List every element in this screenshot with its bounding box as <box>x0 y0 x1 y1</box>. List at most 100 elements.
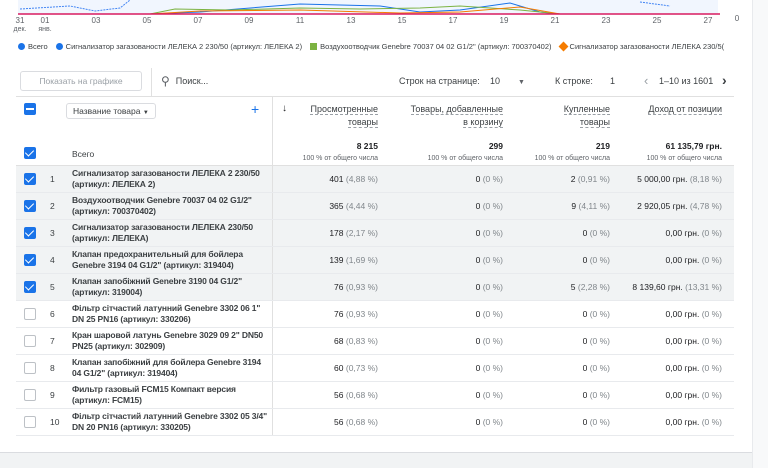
dimension-select[interactable]: Название товара ▼ <box>66 103 156 119</box>
metric-cell: 5 (2,28 %) <box>570 282 610 292</box>
metric-cell: 0,00 грн. (0 %) <box>665 390 722 400</box>
metric-cell: 0 (0 %) <box>475 228 503 238</box>
x-axis-tick-label: 03 <box>91 16 101 25</box>
total-revenue: 61 135,79 грн. 100 % от общего числа <box>646 141 722 162</box>
row-checkbox[interactable] <box>24 362 36 374</box>
x-axis-tick-label: 09 <box>244 16 254 25</box>
sort-desc-icon[interactable]: ↓ <box>282 103 287 114</box>
row-number: 7 <box>50 336 55 346</box>
report-card: 0 31 01 03 05 07 09 11 13 15 17 19 21 23 25 27 дек. ян… <box>0 0 752 453</box>
product-name: Фильтр газовый FCM15 Компакт версия (арт… <box>72 384 236 405</box>
row-checkbox[interactable] <box>24 416 36 428</box>
metric-cell: 0 (0 %) <box>475 363 503 373</box>
column-header-purchased[interactable]: Купленные товары <box>563 104 610 128</box>
circle-icon <box>55 43 63 50</box>
row-number: 8 <box>50 363 55 373</box>
metric-cell: 0 (0 %) <box>475 282 503 292</box>
series-total <box>19 0 131 12</box>
product-name: Фільтр сітчастий латунний Genebre 3302 0… <box>72 411 268 432</box>
dropdown-icon: ▼ <box>518 79 525 86</box>
column-header-cart[interactable]: Товары, добавленные в корзину <box>410 104 503 128</box>
row-checkbox[interactable] <box>24 389 36 401</box>
row-checkbox[interactable] <box>24 254 36 266</box>
total-checkbox[interactable] <box>24 147 36 159</box>
total-purchased: 219 100 % от общего числа <box>534 141 610 162</box>
product-name: Фільтр сітчастий латунний Genebre 3302 0… <box>72 303 261 324</box>
metric-cell: 0 (0 %) <box>475 309 503 319</box>
metric-cell: 0 (0 %) <box>582 336 610 346</box>
metric-cell: 2 920,05 грн. (4,78 %) <box>637 201 722 211</box>
metric-cell: 178 (2,17 %) <box>329 228 378 238</box>
row-checkbox[interactable] <box>24 200 36 212</box>
y-axis-label: 0 <box>734 14 740 23</box>
select-all-checkbox[interactable] <box>24 103 36 115</box>
chart-plot <box>18 0 720 15</box>
row-number: 3 <box>50 228 55 238</box>
legend-item[interactable]: Воздухоотводчик Genebre 70037 04 02 G1/2… <box>310 42 552 51</box>
table-row[interactable]: 5 Клапан запобіжний Genebre 3190 04 G1/2… <box>16 274 734 301</box>
total-cart: 299 100 % от общего числа <box>427 141 503 162</box>
metric-cell: 0 (0 %) <box>582 255 610 265</box>
prev-page-icon[interactable]: ‹ <box>644 73 649 88</box>
metric-cell: 0,00 грн. (0 %) <box>665 255 722 265</box>
table-row[interactable]: 6 Фільтр сітчастий латунний Genebre 3302… <box>16 301 734 328</box>
row-checkbox[interactable] <box>24 281 36 293</box>
row-checkbox[interactable] <box>24 335 36 347</box>
row-checkbox[interactable] <box>24 173 36 185</box>
metric-cell: 68 (0,83 %) <box>334 336 378 346</box>
x-axis-tick-label: 23 <box>601 16 611 25</box>
metric-cell: 9 (4,11 %) <box>571 201 610 211</box>
row-checkbox[interactable] <box>24 227 36 239</box>
metric-cell: 365 (4,44 %) <box>329 201 378 211</box>
column-header-revenue[interactable]: Доход от позиции <box>648 104 722 115</box>
metric-cell: 5 000,00 грн. (8,18 %) <box>637 174 722 184</box>
right-panel <box>752 0 768 468</box>
metric-cell: 0 (0 %) <box>475 417 503 427</box>
line-chart: 0 31 01 03 05 07 09 11 13 15 17 19 21 23 25 27 дек. ян… <box>0 0 752 60</box>
metric-cell: 76 (0,93 %) <box>334 282 378 292</box>
metric-cell: 0,00 грн. (0 %) <box>665 309 722 319</box>
metric-cell: 0 (0 %) <box>475 201 503 211</box>
month-label: янв. <box>38 26 52 33</box>
metric-cell: 0,00 грн. (0 %) <box>665 363 722 373</box>
rows-per-page-select[interactable]: 10 ▼ <box>490 76 525 86</box>
x-axis-tick-label: 27 <box>703 16 713 25</box>
go-to-row-input[interactable]: 1 <box>610 76 616 86</box>
product-name: Клапан запобіжний Genebre 3190 04 G1/2" … <box>72 276 242 297</box>
row-checkbox[interactable] <box>24 308 36 320</box>
dropdown-icon: ▼ <box>142 110 149 116</box>
product-name: Воздухоотводчик Genebre 70037 04 02 G1/2… <box>72 195 252 216</box>
series-3 <box>149 6 561 15</box>
metric-cell: 56 (0,68 %) <box>334 417 378 427</box>
row-number: 5 <box>50 282 55 292</box>
x-axis-tick-label: 07 <box>193 16 203 25</box>
table-row[interactable]: 10 Фільтр сітчастий латунний Genebre 330… <box>16 409 734 436</box>
legend-item[interactable]: Сигнализатор загазованости ЛЕЛЕКА 230/5( <box>558 41 724 52</box>
metric-cell: 0,00 грн. (0 %) <box>665 228 722 238</box>
add-dimension-icon[interactable]: + <box>251 101 260 117</box>
table-toolbar: Показать на графике ⚲ Поиск... Строк на … <box>16 68 734 96</box>
column-header-views[interactable]: Просмотренные товары <box>310 104 378 128</box>
table-row[interactable]: 4 Клапан предохранительный для бойлера G… <box>16 247 734 274</box>
table-row[interactable]: 8 Клапан запобіжний для бойлера Genebre … <box>16 355 734 382</box>
table-row[interactable]: 9 Фильтр газовый FCM15 Компакт версия (а… <box>16 382 734 409</box>
metric-cell: 56 (0,68 %) <box>334 390 378 400</box>
product-name: Клапан предохранительный для бойлера Gen… <box>72 249 243 270</box>
x-axis-tick-label: 17 <box>448 16 458 25</box>
next-page-icon[interactable]: › <box>722 72 727 88</box>
metric-cell: 0 (0 %) <box>582 417 610 427</box>
metric-cell: 8 139,60 грн. (13,31 %) <box>632 282 722 292</box>
metric-cell: 76 (0,93 %) <box>334 309 378 319</box>
legend-item[interactable]: Всего <box>18 42 48 51</box>
row-number: 1 <box>50 174 55 184</box>
search-input[interactable]: ⚲ Поиск... <box>161 74 209 88</box>
table-row[interactable]: 1 Сигнализатор загазованости ЛЕЛЕКА 2 23… <box>16 166 734 193</box>
legend-item[interactable]: Сигнализатор загазованости ЛЕЛЕКА 2 230/… <box>55 42 302 51</box>
metric-cell: 0 (0 %) <box>582 363 610 373</box>
x-axis-tick-label: 21 <box>550 16 560 25</box>
diamond-icon <box>558 41 568 52</box>
table-row[interactable]: 3 Сигнализатор загазованости ЛЕЛЕКА 230/… <box>16 220 734 247</box>
show-on-chart-button[interactable]: Показать на графике <box>20 71 142 91</box>
table-row[interactable]: 2 Воздухоотводчик Genebre 70037 04 02 G1… <box>16 193 734 220</box>
table-row[interactable]: 7 Кран шаровой латунь Genebre 3029 09 2"… <box>16 328 734 355</box>
